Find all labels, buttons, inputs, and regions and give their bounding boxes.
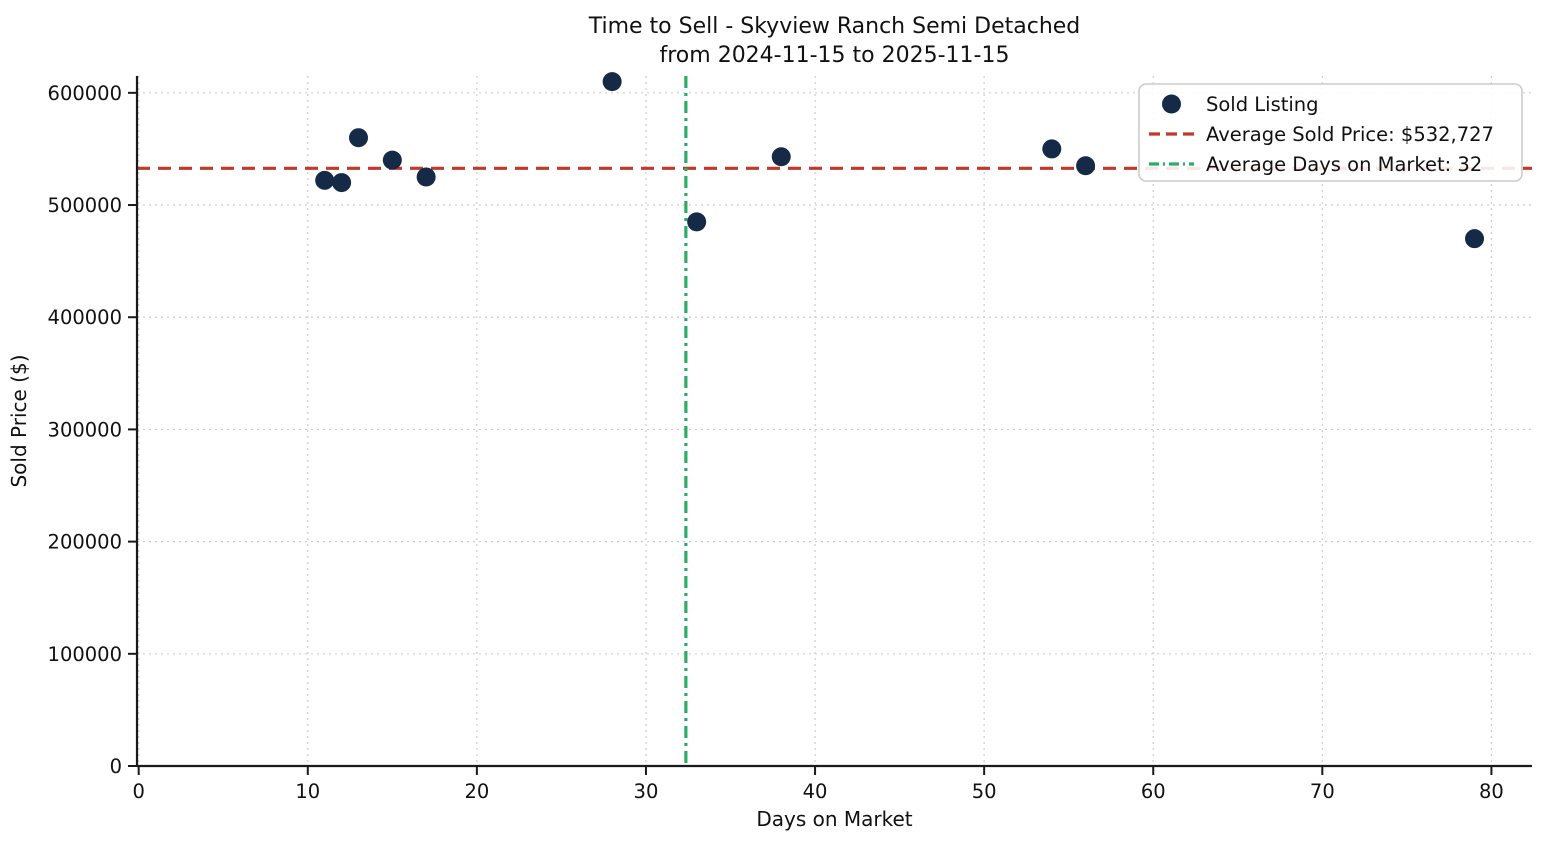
x-tick-label: 50 [972,780,997,803]
data-point [382,150,402,170]
data-point [1465,229,1485,249]
x-tick-label: 20 [464,780,489,803]
data-point [602,72,622,92]
data-point [315,170,335,190]
chart-subtitle: from 2024-11-15 to 2025-11-15 [660,43,1010,68]
x-tick-label: 30 [634,780,659,803]
legend: Sold Listing Average Sold Price: $532,727… [1138,83,1523,182]
x-tick-label: 60 [1141,780,1166,803]
data-point [332,173,352,193]
y-tick-label: 600000 [48,82,122,105]
legend-entry-label: Average Days on Market: 32 [1206,153,1482,176]
y-tick-label: 0 [110,755,122,778]
chart-title: Time to Sell - Skyview Ranch Semi Detach… [588,14,1081,39]
x-tick-label: 0 [132,780,144,803]
y-tick-label: 100000 [48,643,122,666]
data-point [1076,156,1096,176]
scatter-points [315,72,1485,249]
y-axis-ticks: 0 100000 200000 300000 400000 500000 600000 [48,82,137,778]
data-point [1042,139,1062,159]
y-tick-label: 300000 [48,418,122,441]
x-axis-label: Days on Market [756,807,912,831]
legend-dot-marker [1162,94,1181,114]
y-axis-label: Sold Price ($) [7,354,31,487]
x-tick-label: 70 [1310,780,1335,803]
x-tick-label: 80 [1479,780,1504,803]
x-axis-ticks: 0 10 20 30 40 50 60 70 80 [132,766,1504,803]
legend-entry-label: Sold Listing [1206,93,1319,116]
data-point [687,212,707,232]
data-point [349,128,369,148]
y-tick-label: 200000 [48,531,122,554]
y-tick-label: 500000 [48,194,122,217]
x-tick-label: 10 [295,780,320,803]
x-tick-label: 40 [803,780,828,803]
legend-box [1138,83,1523,182]
y-tick-label: 400000 [48,306,122,329]
legend-entry-label: Average Sold Price: $532,727 [1206,123,1494,146]
data-point [416,167,436,187]
data-point [771,147,791,167]
